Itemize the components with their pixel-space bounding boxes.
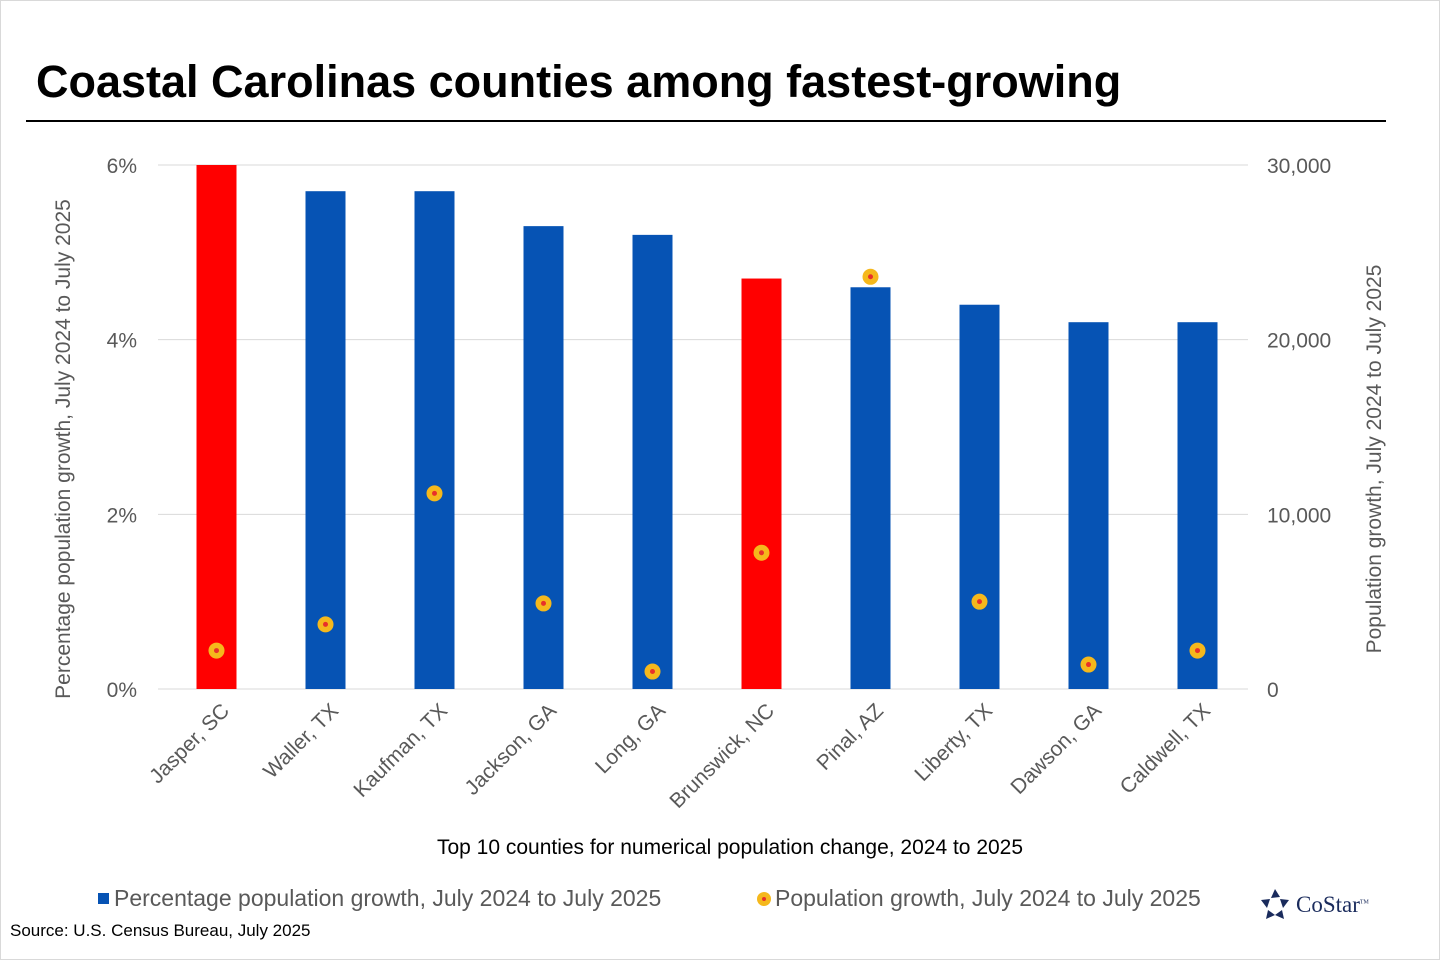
category-label: Caldwell, TX: [1116, 699, 1215, 798]
bar: [414, 191, 455, 689]
category-label: Waller, TX: [259, 699, 343, 783]
left-axis-title: Percentage population growth, July 2024 …: [52, 199, 75, 699]
scatter-point-center: [868, 274, 873, 280]
logo-trademark: TM: [1359, 899, 1369, 906]
category-label: Pinal, AZ: [812, 699, 888, 775]
scatter-point-center: [323, 621, 328, 627]
category-label: Long, GA: [591, 699, 670, 778]
scatter-point-center: [650, 669, 655, 675]
bar: [850, 287, 891, 689]
costar-star-icon: [1261, 889, 1289, 919]
category-label: Dawson, GA: [1006, 699, 1106, 799]
title-divider: [26, 120, 1386, 122]
scatter-point-center: [214, 648, 219, 654]
right-axis-tick-label: 10,000: [1267, 504, 1331, 527]
bar: [305, 191, 346, 689]
left-axis-tick-label: 4%: [107, 330, 137, 353]
scatter-point-center: [1086, 662, 1091, 668]
right-axis-tick-label: 20,000: [1267, 330, 1331, 353]
bar: [196, 165, 237, 689]
x-axis-title: Top 10 counties for numerical population…: [436, 836, 1024, 859]
left-axis-tick-label: 6%: [107, 155, 137, 178]
logo-wordmark: CoStarTM: [1296, 892, 1369, 917]
category-label: Kaufman, TX: [349, 699, 452, 802]
category-label: Liberty, TX: [910, 699, 997, 786]
legend-bar-label: Percentage population growth, July 2024 …: [114, 885, 662, 911]
left-axis-tick-label: 0%: [107, 679, 137, 702]
source-note: Source: U.S. Census Bureau, July 2025: [10, 921, 311, 940]
category-label: Brunswick, NC: [665, 699, 779, 813]
scatter-point-center: [1195, 648, 1200, 654]
costar-logo: CoStarTM: [1258, 888, 1369, 922]
right-axis-tick-label: 0: [1267, 679, 1279, 702]
bar: [632, 234, 673, 689]
legend-item-bars: Percentage population growth, July 2024 …: [98, 885, 661, 912]
scatter-point-center: [759, 550, 764, 556]
legend-item-dots: Population growth, July 2024 to July 202…: [757, 885, 1201, 912]
legend-dot-label: Population growth, July 2024 to July 202…: [775, 885, 1201, 911]
bar: [1177, 322, 1218, 689]
scatter-point-center: [541, 600, 546, 606]
bar: [1068, 322, 1109, 689]
chart-title: Coastal Carolinas counties among fastest…: [36, 56, 1122, 107]
left-axis-tick-label: 2%: [107, 504, 137, 527]
bar: [741, 278, 782, 689]
legend-bar-swatch: [98, 893, 109, 904]
category-label: Jackson, GA: [461, 699, 561, 799]
right-axis-title: Population growth, July 2024 to July 202…: [1363, 265, 1386, 654]
bar: [959, 304, 1000, 689]
legend-dot-swatch: [757, 891, 771, 906]
scatter-point-center: [977, 599, 982, 605]
right-axis-tick-label: 30,000: [1267, 155, 1331, 178]
bar: [523, 226, 564, 689]
scatter-point-center: [432, 490, 437, 496]
category-label: Jasper, SC: [145, 699, 234, 788]
